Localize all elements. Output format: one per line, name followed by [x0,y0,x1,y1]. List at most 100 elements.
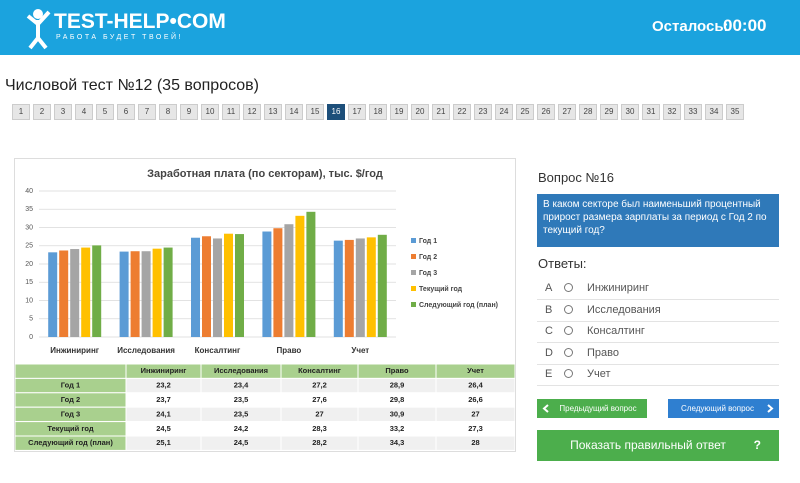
y-tick-label: 0 [29,334,33,341]
legend-swatch [411,286,416,291]
page-button[interactable]: 29 [600,104,618,120]
page-button[interactable]: 1 [12,104,30,120]
bar [59,250,69,337]
x-tick-label: Исследования [117,346,175,355]
y-tick-label: 40 [25,188,33,195]
page-button[interactable]: 32 [663,104,681,120]
page-button[interactable]: 9 [180,104,198,120]
legend-label: Год 3 [419,270,437,277]
bar [355,238,365,337]
page-button[interactable]: 33 [684,104,702,120]
page-button[interactable]: 30 [621,104,639,120]
page-button[interactable]: 20 [411,104,429,120]
timer: 00:00 [723,16,767,35]
page-button[interactable]: 19 [390,104,408,120]
answer-row[interactable]: C Консалтинг [537,321,779,343]
bar [344,239,354,337]
radio[interactable] [564,326,573,335]
bar [273,228,283,337]
radio[interactable] [564,304,573,314]
page-button[interactable]: 3 [54,104,72,120]
bar [48,252,58,337]
table-value: 34,3 [390,438,405,447]
legend-label: Год 1 [419,238,437,245]
page-button[interactable]: 34 [705,104,723,120]
table-value: 33,2 [390,424,405,433]
page-button[interactable]: 4 [75,104,93,120]
table-value: 28,3 [312,424,327,433]
page-button[interactable]: 24 [495,104,513,120]
page-button[interactable]: 12 [243,104,261,120]
page-button[interactable]: 31 [642,104,660,120]
page-button[interactable]: 8 [159,104,177,120]
chevron-left [542,404,549,413]
table-value: 29,8 [390,395,405,404]
table-value: 26,4 [468,381,483,390]
page-button[interactable]: 13 [264,104,282,120]
page-button[interactable]: 35 [726,104,744,120]
answer-letter: B [545,303,553,316]
table-value: 23,2 [156,381,171,390]
page-button[interactable]: 18 [369,104,387,120]
chevron-right [767,404,774,413]
table-cell [435,435,515,451]
page-button[interactable]: 17 [348,104,366,120]
table-value: 27 [315,409,323,418]
page-button[interactable]: 25 [516,104,534,120]
bar [141,251,151,337]
next-label: Следующий вопрос [681,404,754,413]
table-value: 26,6 [468,395,483,404]
question-title: Вопрос №16 [538,170,614,185]
row-label: Год 2 [61,395,80,404]
prev-button[interactable]: Предыдущий вопрос [537,399,647,418]
show-icon: ? [753,438,761,452]
page-button[interactable]: 2 [33,104,51,120]
page-button[interactable]: 16 [327,104,345,120]
next-button[interactable]: Следующий вопрос [668,399,779,418]
page-button[interactable]: 14 [285,104,303,120]
page-button[interactable]: 22 [453,104,471,120]
answer-letter: C [545,325,553,337]
radio[interactable] [564,369,573,378]
page-button[interactable]: 10 [201,104,219,120]
page-button[interactable]: 11 [222,104,240,120]
page-button[interactable]: 27 [558,104,576,120]
table-value: 27 [471,409,479,418]
table-value: 28,2 [312,438,327,447]
page-button[interactable]: 5 [96,104,114,120]
table-value: 23,5 [234,395,249,404]
header: TEST-HELP•COM РАБОТА БУДЕТ ТВОЕЙ! Остало… [0,0,800,55]
y-tick-label: 15 [25,279,33,286]
show-answer-button[interactable]: Показать правильный ответ ? [537,430,779,461]
bar [130,251,140,337]
page-button[interactable]: 28 [579,104,597,120]
bar [191,237,200,337]
page-button[interactable]: 21 [432,104,450,120]
bar [152,248,162,337]
answer-text: Консалтинг [587,325,645,337]
bar [284,224,294,337]
page-button[interactable]: 7 [138,104,156,120]
answer-row[interactable]: A Инжиниринг [537,278,779,300]
table-value: 27,3 [468,424,483,433]
answer-row[interactable]: E Учет [537,364,779,386]
test-title: Числовой тест №12 (35 вопросов) [5,77,259,94]
page-button[interactable]: 23 [474,104,492,120]
answer-row[interactable]: D Право [537,343,779,365]
page-button[interactable]: 6 [117,104,135,120]
page-button[interactable]: 26 [537,104,555,120]
page-button[interactable]: 15 [306,104,324,120]
table-value: 27,2 [312,381,327,390]
logo: TEST-HELP•COM [54,10,226,33]
chart: Заработная плата (по секторам), тыс. $/г… [14,158,516,452]
bar [163,247,173,337]
bar [81,247,91,337]
chart-title: Заработная плата (по секторам), тыс. $/г… [147,168,383,180]
table-header: Инжиниринг [141,366,187,375]
table-value: 24,2 [234,424,249,433]
radio[interactable] [564,347,573,357]
answer-text: Исследования [587,303,661,316]
answer-row[interactable]: B Исследования [537,300,779,322]
radio[interactable] [564,283,573,292]
bar [235,234,244,337]
